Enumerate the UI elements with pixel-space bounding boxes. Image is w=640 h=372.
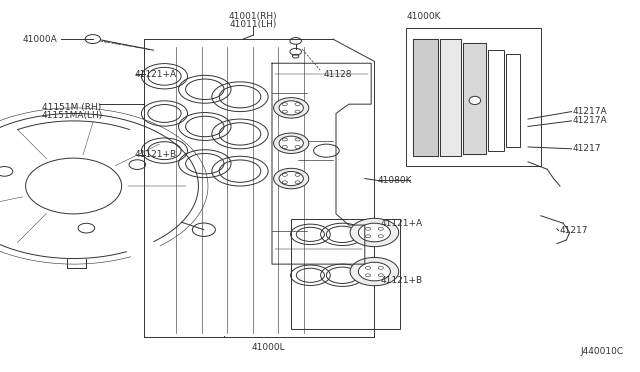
Bar: [291, 219, 400, 329]
Ellipse shape: [279, 136, 303, 150]
Text: 41080K: 41080K: [378, 176, 412, 185]
Ellipse shape: [274, 133, 309, 153]
Text: 41217: 41217: [560, 226, 589, 235]
Text: 41000L: 41000L: [252, 343, 285, 352]
Text: J440010C: J440010C: [581, 347, 624, 356]
Polygon shape: [440, 39, 461, 156]
Polygon shape: [463, 43, 486, 154]
Text: 41151MA(LH): 41151MA(LH): [42, 111, 103, 120]
Text: 41121+A: 41121+A: [381, 219, 423, 228]
Ellipse shape: [274, 168, 309, 189]
Text: 41000A: 41000A: [23, 35, 58, 44]
Ellipse shape: [274, 97, 309, 118]
Circle shape: [358, 223, 390, 242]
Text: 41121+B: 41121+B: [381, 276, 423, 285]
Bar: [406, 28, 541, 166]
Circle shape: [350, 218, 399, 247]
Text: 41217A: 41217A: [573, 107, 607, 116]
Ellipse shape: [469, 96, 481, 105]
Text: 41217A: 41217A: [573, 116, 607, 125]
Circle shape: [350, 257, 399, 286]
Text: 41128: 41128: [323, 70, 352, 79]
Text: 41121+A: 41121+A: [134, 70, 177, 79]
Text: 41217: 41217: [573, 144, 602, 153]
Bar: [488, 50, 504, 151]
Circle shape: [358, 262, 390, 281]
Bar: [506, 54, 520, 147]
Text: 41000K: 41000K: [406, 12, 441, 21]
Text: 41011(LH): 41011(LH): [229, 20, 276, 29]
Ellipse shape: [279, 101, 303, 115]
Text: 41151M (RH): 41151M (RH): [42, 103, 101, 112]
Text: 41121+B: 41121+B: [134, 150, 177, 159]
Polygon shape: [413, 39, 438, 156]
Text: 41001(RH): 41001(RH): [228, 12, 277, 21]
Ellipse shape: [279, 171, 303, 186]
